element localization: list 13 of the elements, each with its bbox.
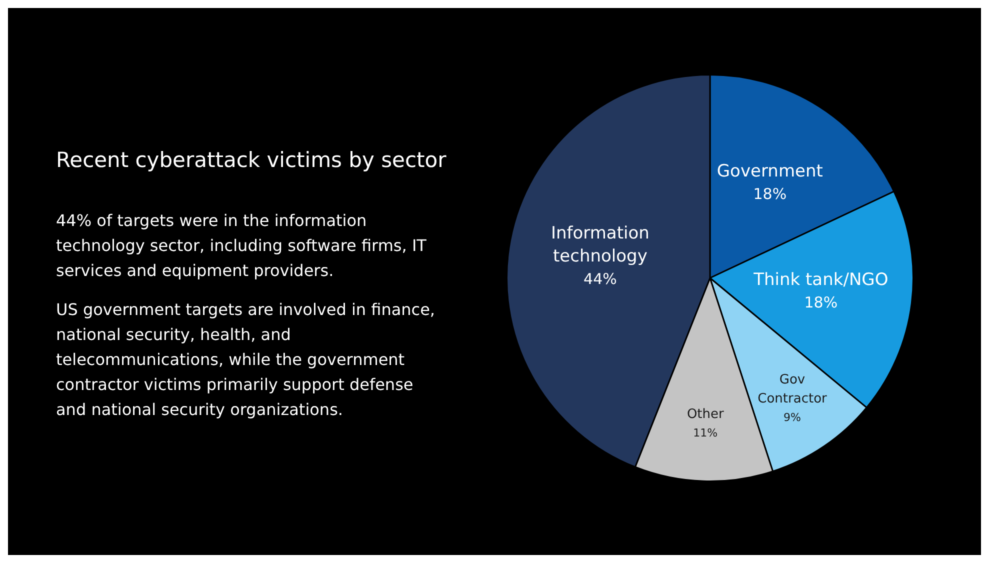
text: 44% of targets were in the information technology sector, including software firms, IT services and equipment providers. <box>56 210 428 282</box>
text: US government targets are involved in finance, national security, health, and telecommunications, while the government contractor victims primarily support defense and national security organizations. <box>56 299 436 421</box>
text: Recent cyberattack victims by sector <box>56 148 446 172</box>
slice-label: Other <box>686 407 725 422</box>
data-label: 44% <box>584 270 617 288</box>
data-label: 9% <box>784 410 801 424</box>
slice-label: Government <box>716 162 824 182</box>
data-label: 18% <box>804 293 838 312</box>
slice-label: Gov Contractor <box>758 372 828 406</box>
data-label: 11% <box>693 426 718 440</box>
slice-label: Information technology <box>550 223 650 266</box>
data-label: 18% <box>753 185 787 204</box>
slice-label: Think tank/NGO <box>752 270 888 290</box>
